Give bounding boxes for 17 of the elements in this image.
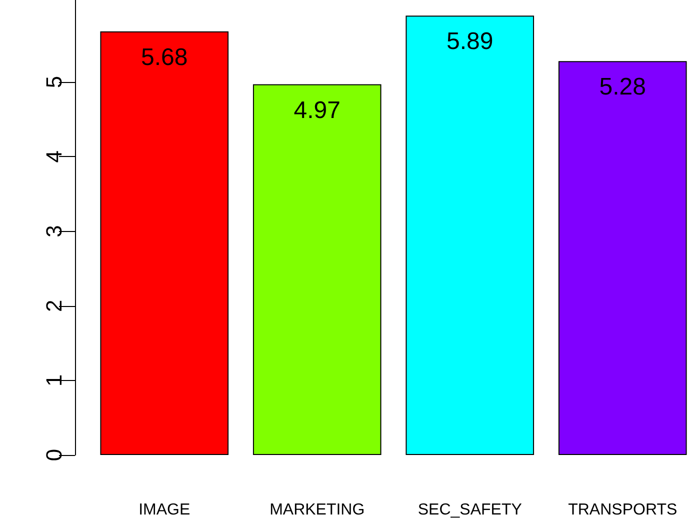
data-label: 4.97 [294,96,340,124]
data-label: 5.68 [141,44,188,71]
bar [406,16,534,455]
y-tick-label: 4 [42,150,66,163]
y-tick-label: 0 [42,448,66,462]
x-tick-label: IMAGE [138,502,190,518]
data-label: 5.89 [446,28,494,56]
y-tick-label: 5 [42,76,66,88]
bar [100,31,229,455]
x-tick-label: SEC_SAFETY [418,502,522,518]
x-tick-label: TRANSPORTS [568,502,678,518]
x-tick-label: MARKETING [270,502,365,518]
y-tick-label: 3 [42,225,66,238]
bar [252,84,382,455]
data-label: 5.28 [599,74,646,101]
y-tick-label: 2 [42,300,66,312]
bar [558,61,687,455]
